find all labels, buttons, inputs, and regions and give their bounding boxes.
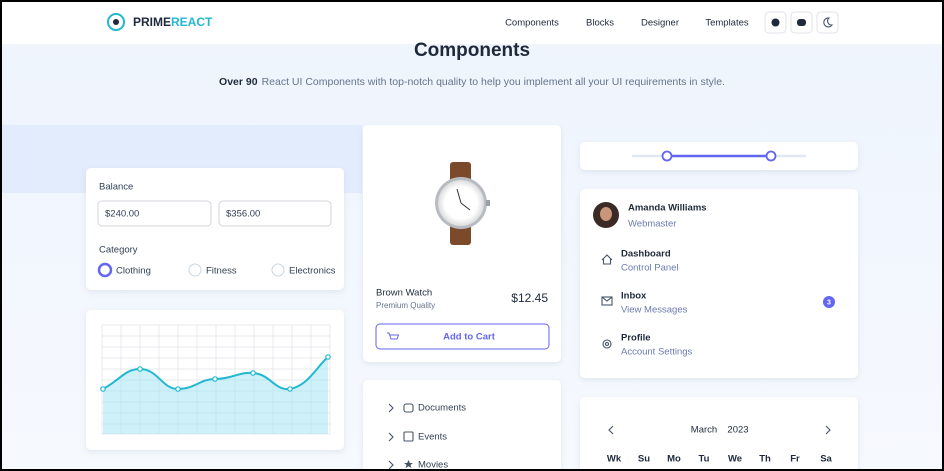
weekday: Su <box>638 454 650 465</box>
nav-link[interactable]: Templates <box>705 18 749 29</box>
button <box>375 323 550 350</box>
menu-title: Dashboard <box>621 249 671 260</box>
badge <box>823 296 835 308</box>
calendar-icon <box>403 431 414 442</box>
menu-subtitle: View Messages <box>621 305 688 316</box>
calendar-month[interactable]: March <box>691 425 717 436</box>
weekday: Sa <box>820 454 832 465</box>
logo[interactable]: PRIMEREACT <box>107 13 213 31</box>
profile-role: Webmaster <box>628 219 676 230</box>
radio[interactable] <box>271 263 285 277</box>
field-label: Balance <box>99 182 133 193</box>
avatar-face <box>600 207 612 221</box>
slider-handle[interactable] <box>661 150 673 162</box>
subtitle-bold: Over 90 <box>219 76 258 88</box>
tree-label: Documents <box>418 403 466 414</box>
tree-label: Movies <box>418 460 448 471</box>
input[interactable] <box>218 200 332 227</box>
logo-react: REACT <box>171 15 213 29</box>
slider-handle[interactable] <box>765 150 777 162</box>
add-to-cart-button[interactable]: Add to Cart <box>375 323 550 350</box>
menu-item[interactable]: Inbox View Messages 3 <box>601 291 835 316</box>
logo-text: PRIMEREACT <box>133 15 213 29</box>
nav-link[interactable]: Designer <box>641 18 679 29</box>
tree-item[interactable]: Documents <box>388 403 466 414</box>
tree-label: Events <box>418 432 447 443</box>
weekday: Fr <box>790 454 800 465</box>
prev-month[interactable] <box>608 425 614 435</box>
navbar <box>0 0 944 44</box>
radio-label: Fitness <box>206 266 237 277</box>
menu-subtitle: Account Settings <box>621 347 693 358</box>
menu-item[interactable]: Dashboard Control Panel <box>601 249 679 274</box>
doc-icon <box>403 403 414 413</box>
tree-item[interactable]: Events <box>388 431 447 443</box>
product-subtitle: Premium Quality <box>376 301 435 310</box>
star-icon <box>404 460 413 468</box>
github-icon <box>771 18 780 27</box>
weekday: We <box>728 454 742 465</box>
profile-name: Amanda Williams <box>628 203 707 214</box>
logo-icon-core <box>113 19 119 25</box>
moon-icon <box>823 17 834 28</box>
weekday: Mo <box>667 454 681 465</box>
input[interactable] <box>97 200 212 227</box>
chart-area <box>103 357 328 434</box>
github-button[interactable] <box>764 11 787 34</box>
watch-image <box>435 162 490 245</box>
weekday-row: Wk Su Mo Tu We Th Fr Sa <box>607 454 833 465</box>
subtitle-rest: React UI Components with top-notch quali… <box>262 76 725 88</box>
product-name: Brown Watch <box>376 288 432 299</box>
home-icon <box>601 254 613 265</box>
chevron <box>388 403 394 413</box>
button-label: Add to Cart <box>443 332 496 343</box>
tree-item[interactable]: Movies <box>388 460 448 471</box>
form-card <box>86 168 344 290</box>
field-label: Category <box>99 245 138 256</box>
menu-item[interactable]: Profile Account Settings <box>602 333 693 358</box>
chevron <box>388 460 394 470</box>
hero-title: Components <box>414 40 530 61</box>
gear-core <box>604 341 610 347</box>
badge-count: 3 <box>827 299 831 306</box>
chevron <box>388 432 394 442</box>
cart-icon <box>387 332 400 340</box>
input-value: $356.00 <box>226 209 260 220</box>
calendar-card <box>580 397 858 471</box>
weekday: Th <box>759 454 771 465</box>
discord-button[interactable] <box>790 11 813 34</box>
gear-icon <box>602 339 612 349</box>
tree-card <box>363 380 561 471</box>
radio[interactable] <box>188 263 202 277</box>
nav-link[interactable]: Components <box>505 18 559 29</box>
input-value: $240.00 <box>105 209 139 220</box>
logo-icon <box>107 13 125 31</box>
radio-selected[interactable] <box>97 262 113 278</box>
menu-card <box>580 189 858 378</box>
weekday: Tu <box>699 454 710 465</box>
nav-link[interactable]: Blocks <box>586 18 614 29</box>
theme-button[interactable] <box>816 11 839 34</box>
radio-label: Electronics <box>289 266 336 277</box>
next-month[interactable] <box>825 425 831 435</box>
mail-flap <box>601 296 613 302</box>
product-price: $12.45 <box>511 291 548 305</box>
weekday: Wk <box>607 454 622 465</box>
discord-icon <box>797 19 806 26</box>
logo-prime: PRIME <box>133 15 171 29</box>
menu-subtitle: Control Panel <box>621 263 679 274</box>
menu-title: Profile <box>621 333 651 344</box>
hero-subtitle: Over 90 React UI Components with top-notc… <box>219 76 725 88</box>
menu-title: Inbox <box>621 291 647 302</box>
chart-points <box>100 354 331 392</box>
mail-icon <box>601 296 613 306</box>
calendar-year[interactable]: 2023 <box>727 425 748 436</box>
radio-label: Clothing <box>116 266 151 277</box>
